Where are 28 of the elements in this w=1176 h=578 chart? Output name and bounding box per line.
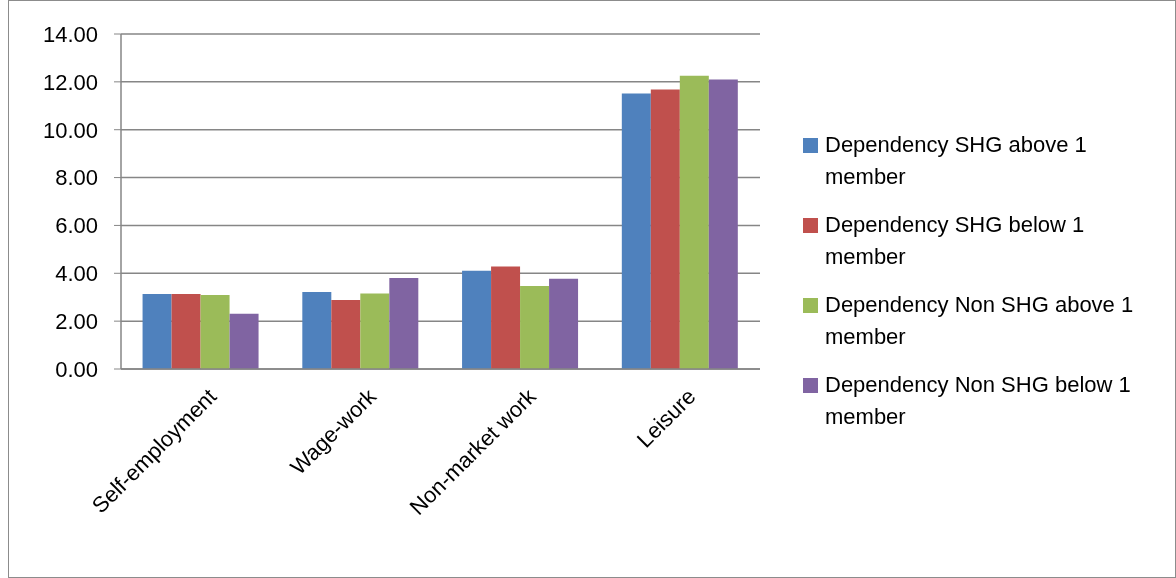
bar <box>650 89 680 369</box>
bar <box>331 300 361 369</box>
bar <box>229 313 259 369</box>
legend-label: Dependency Non SHG above 1 member <box>825 292 1134 349</box>
bar <box>171 294 201 369</box>
bar <box>679 75 709 369</box>
legend-label: Dependency SHG below 1 member <box>825 212 1085 269</box>
bar <box>389 278 419 369</box>
y-tick-label: 6.00 <box>55 213 98 239</box>
bar <box>462 270 492 369</box>
bar <box>708 79 738 369</box>
legend-label: Dependency Non SHG below 1 member <box>825 372 1131 429</box>
bar <box>360 293 390 369</box>
bar <box>142 294 172 369</box>
y-tick-label: 12.00 <box>42 69 98 95</box>
legend-label: Dependency SHG above 1 member <box>825 132 1087 189</box>
y-tick-label: 0.00 <box>55 356 98 382</box>
y-tick-label: 14.00 <box>42 21 98 47</box>
bar <box>491 266 521 369</box>
bar <box>549 278 579 369</box>
y-tick-label: 2.00 <box>55 308 98 334</box>
bar <box>200 295 230 369</box>
bar <box>302 291 332 369</box>
y-tick-label: 4.00 <box>55 261 98 287</box>
bar <box>520 285 550 369</box>
bar <box>621 93 651 369</box>
y-tick-label: 10.00 <box>42 117 98 143</box>
y-tick-label: 8.00 <box>55 165 98 191</box>
